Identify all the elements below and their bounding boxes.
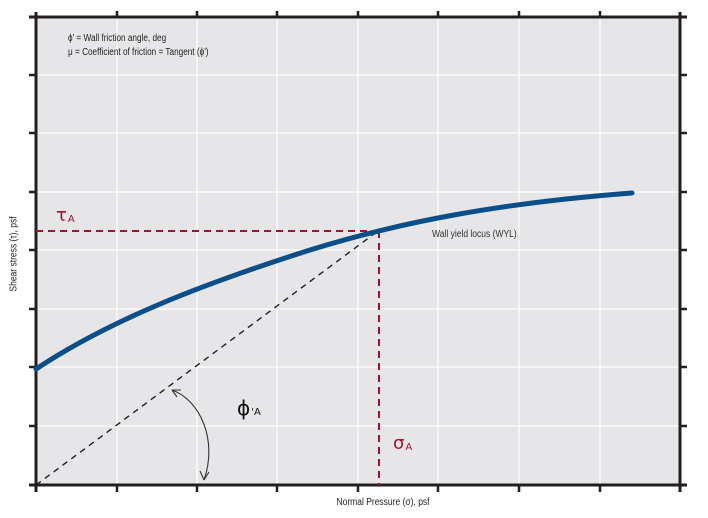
sigma-a-label: σA (393, 433, 412, 454)
gridlines (36, 17, 680, 485)
legend-phi-definition: ϕ' = Wall friction angle, deg (68, 33, 167, 44)
curve-label: Wall yield locus (WYL) (432, 229, 517, 240)
legend-mu-definition: μ = Coefficient of friction = Tangent (ϕ… (68, 47, 209, 58)
angle-arc-icon (171, 389, 210, 481)
y-axis-label: Shear stress (τ), psf (8, 216, 20, 292)
tau-symbol: τ (56, 205, 67, 226)
phi-subscript: 'A (251, 407, 261, 418)
sigma-symbol: σ (393, 433, 405, 454)
tau-a-label: τA (56, 205, 75, 226)
sigma-subscript: A (405, 442, 413, 453)
tau-subscript: A (67, 214, 75, 225)
wall-yield-locus-curve (33, 190, 635, 372)
x-axis-label: Normal Pressure (σ), psf (336, 497, 430, 508)
phi-a-label: ϕ'A (237, 396, 261, 420)
phi-symbol: ϕ (237, 396, 251, 420)
secant-line (35, 230, 379, 486)
